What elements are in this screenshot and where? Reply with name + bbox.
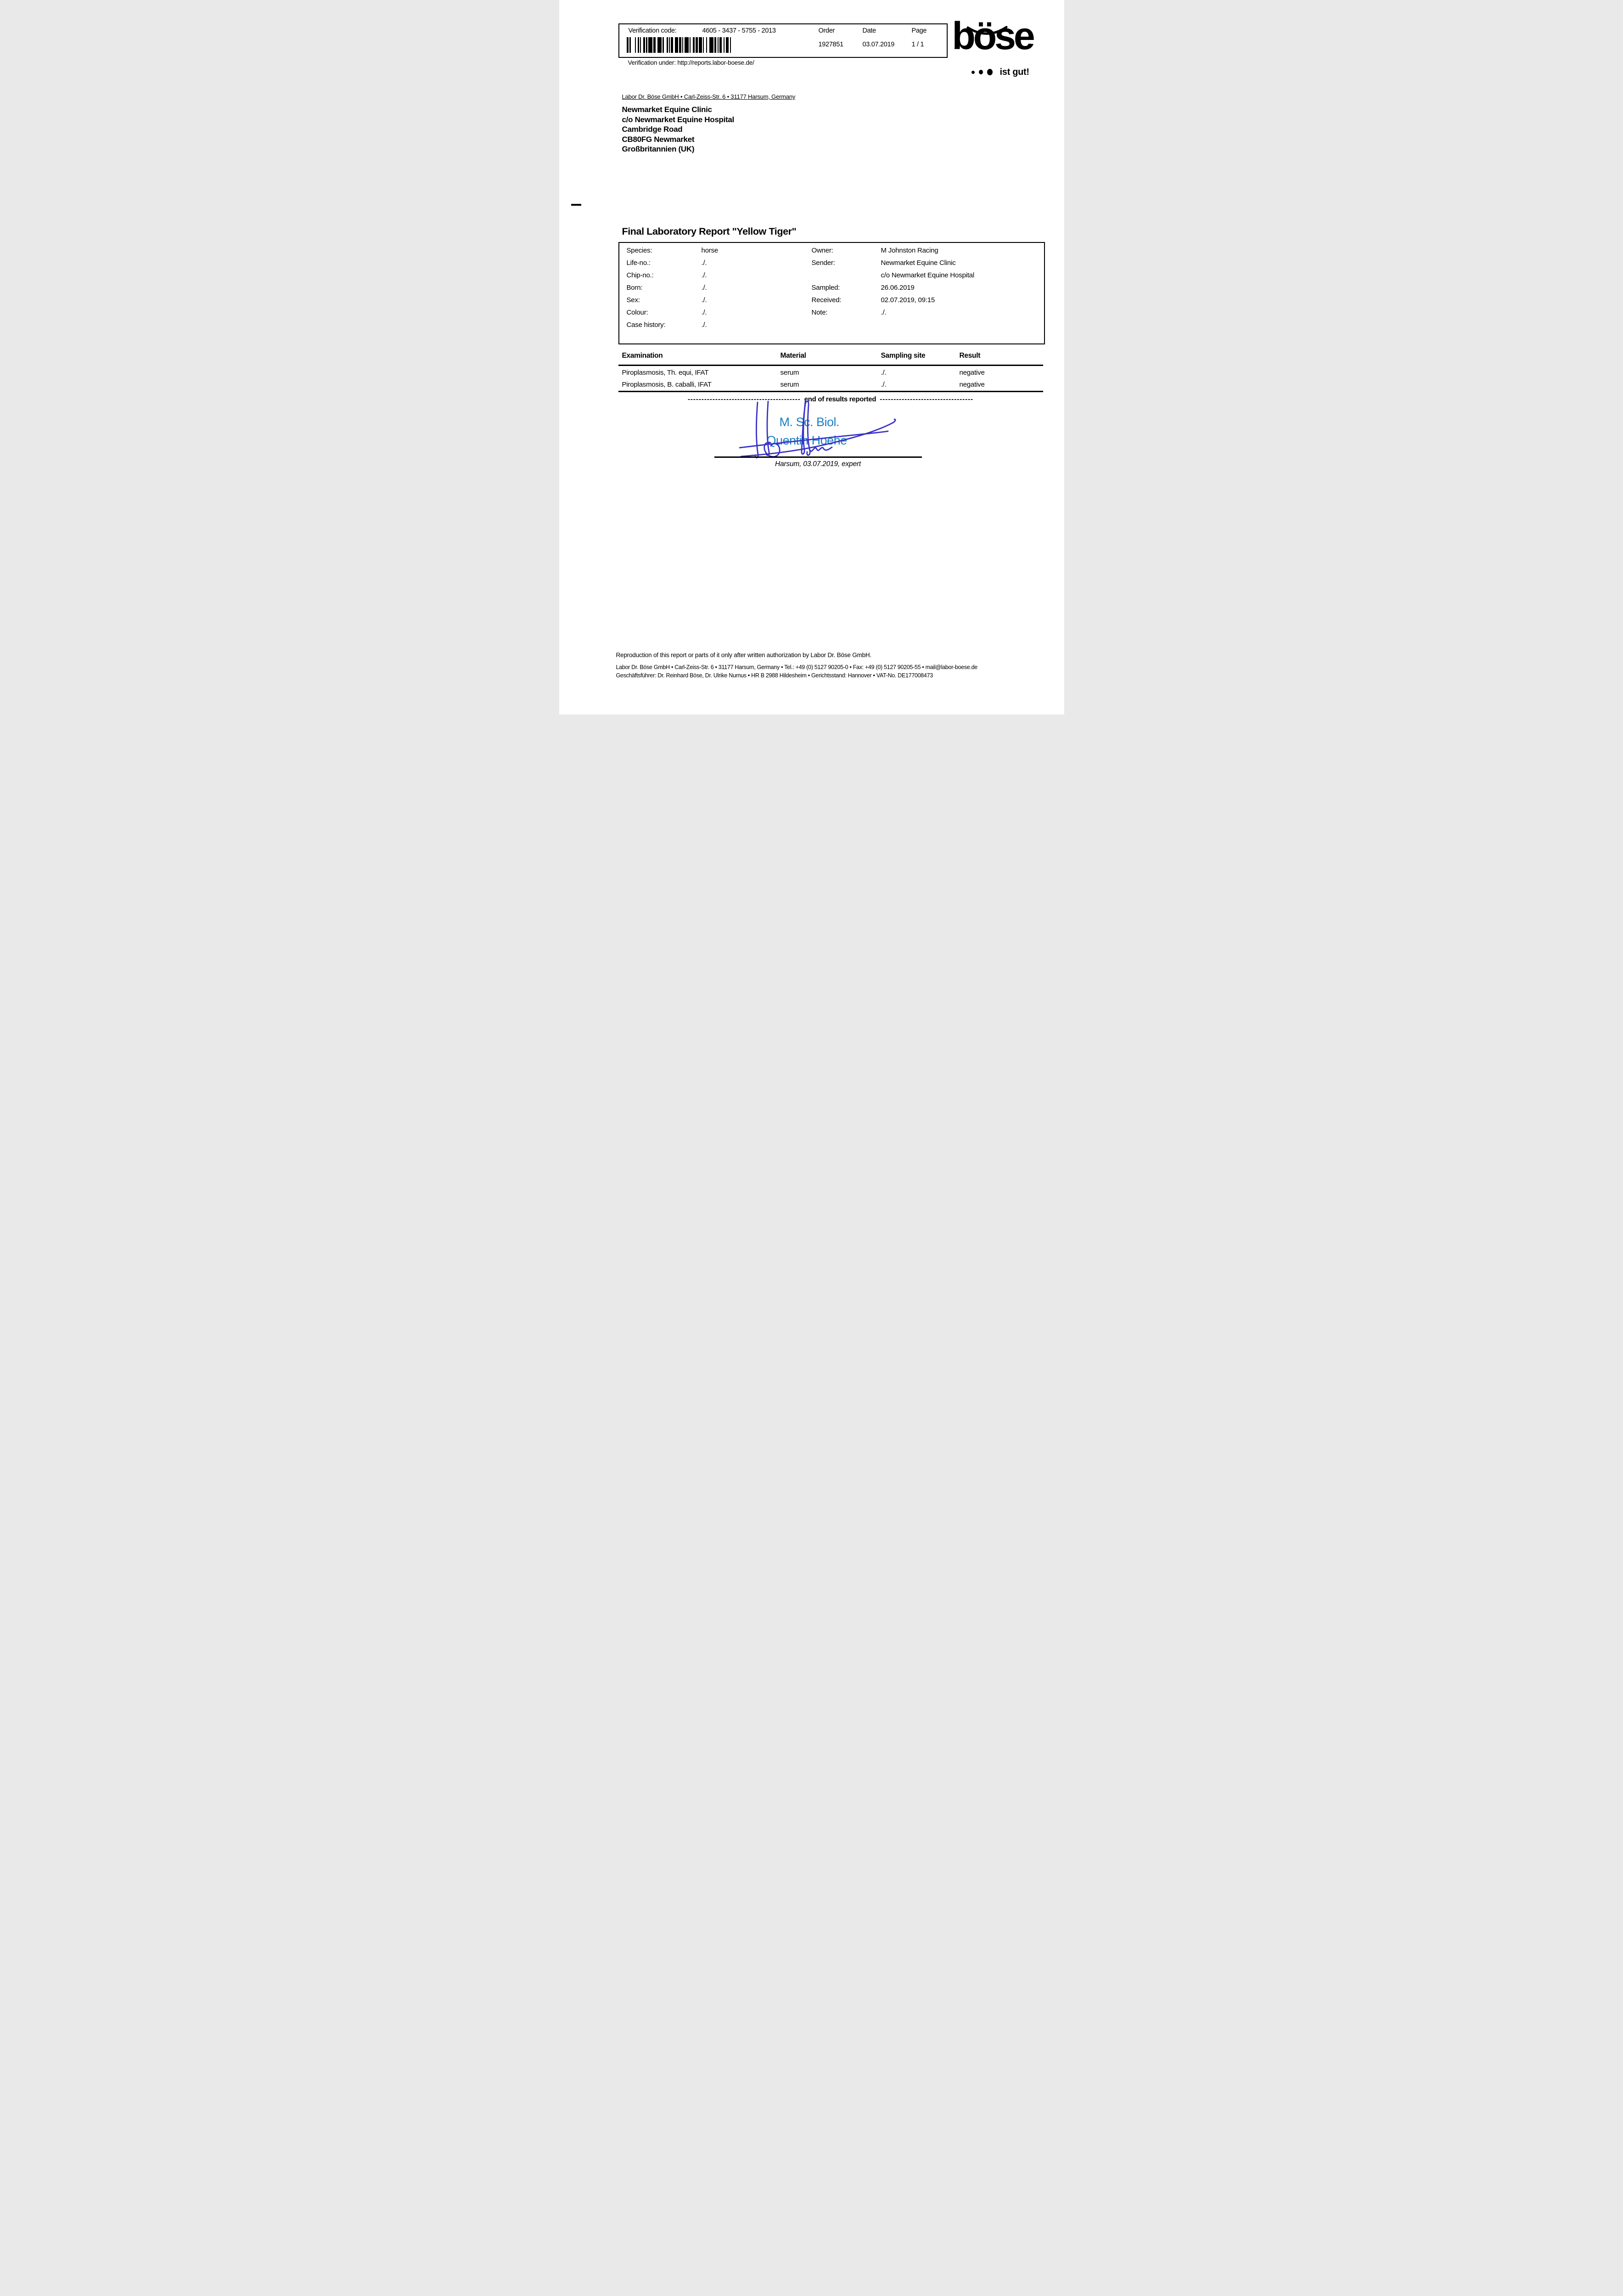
table-rule-bottom [618,391,1043,392]
lab-report-page: Verification code: 4605 - 3437 - 5755 - … [559,0,1064,715]
signature-line [714,456,922,458]
table-rule-top [618,365,1043,366]
end-dashes-right: ---------------------------------- [880,395,974,403]
field-value: Newmarket Equine Clinic [881,259,956,267]
column-header-examination: Examination [622,352,663,360]
end-of-results-label: end of results reported [804,395,876,403]
address-line: c/o Newmarket Equine Hospital [622,115,735,124]
field-value: 02.07.2019, 09:15 [881,296,935,304]
field-value: M Johnston Racing [881,247,938,254]
field-label: Note: [811,309,828,316]
order-value: 1927851 [818,41,844,48]
logo-tagline: ist gut! [971,66,1030,78]
field-value: 26.06.2019 [881,284,915,292]
verification-code-label: Verification code: [628,27,677,34]
field-label: Sex: [626,296,640,304]
logo-dot-icon [987,69,993,75]
material-cell: serum [780,381,799,388]
recipient-address: Newmarket Equine Clinic c/o Newmarket Eq… [622,105,735,154]
footer-reproduction-note: Reproduction of this report or parts of … [616,652,872,658]
field-value: ./. [701,309,707,316]
table-row: Piroplasmosis, Th. equi, IFAT serum ./. … [559,369,1064,378]
result-cell: negative [959,369,985,377]
field-value: ./. [701,296,707,304]
examination-cell: Piroplasmosis, Th. equi, IFAT [622,369,709,377]
field-value: ./. [701,271,707,279]
address-line: Großbritannien (UK) [622,145,695,153]
field-value: horse [701,247,719,254]
verification-box: Verification code: 4605 - 3437 - 5755 - … [618,23,948,58]
field-value: ./. [701,321,707,329]
column-header-material: Material [780,352,806,360]
footer-contact-line: Labor Dr. Böse GmbH • Carl-Zeiss-Str. 6 … [616,664,978,670]
barcode [626,37,733,53]
table-row: Piroplasmosis, B. caballi, IFAT serum ./… [559,381,1064,390]
logo-smile-icon [966,26,1007,35]
address-line: Cambridge Road [622,125,683,134]
field-label: Born: [626,284,643,292]
field-value: ./. [701,284,707,292]
field-label: Life-no.: [626,259,651,267]
date-value: 03.07.2019 [862,41,895,48]
order-label: Order [818,27,835,34]
signer-degree: M. Sc. Biol. [779,415,840,429]
logo-dot-icon [971,70,975,74]
column-header-result: Result [959,352,981,360]
end-of-results-line: ----------------------------------------… [618,395,1043,403]
handwritten-signature [739,400,896,459]
report-title: Final Laboratory Report "Yellow Tiger" [622,226,797,237]
sampling-site-cell: ./. [881,381,887,388]
patient-info-right: Owner: M Johnston Racing Sender: Newmarket… [812,247,1037,321]
address-line: CB80FG Newmarket [622,135,695,144]
field-value: ./. [701,259,707,267]
fold-mark [571,204,581,206]
results-header-row: Examination Material Sampling site Resul… [559,352,1064,361]
field-label: Sender: [811,259,835,267]
sampling-site-cell: ./. [881,369,887,377]
field-label: Sampled: [811,284,840,292]
material-cell: serum [780,369,799,377]
page-value: 1 / 1 [911,41,924,48]
signature-dateline: Harsum, 03.07.2019, expert [775,460,861,468]
logo-tagline-text: ist gut! [1000,67,1030,77]
field-label: Chip-no.: [626,271,654,279]
field-label: Colour: [626,309,648,316]
field-value: c/o Newmarket Equine Hospital [881,271,975,279]
examination-cell: Piroplasmosis, B. caballi, IFAT [622,381,712,388]
date-label: Date [862,27,876,34]
field-value: ./. [881,309,887,316]
result-cell: negative [959,381,985,388]
field-label: Owner: [811,247,833,254]
address-line: Newmarket Equine Clinic [622,105,713,114]
footer-legal-line: Geschäftsführer: Dr. Reinhard Böse, Dr. … [616,672,933,679]
sender-return-line: Labor Dr. Böse GmbH • Carl-Zeiss-Str. 6 … [622,93,796,100]
column-header-sampling-site: Sampling site [881,352,926,360]
boese-logo: böse [952,14,1035,57]
page-label: Page [911,27,927,34]
patient-info-box: Species: horse Life-no.: ./. Chip-no.: ./. … [618,242,1045,344]
end-dashes-left: ----------------------------------------… [687,395,801,403]
verification-url-line: Verification under: http://reports.labor… [628,59,754,66]
patient-info-left: Species: horse Life-no.: ./. Chip-no.: ./. … [627,247,809,333]
verification-code-value: 4605 - 3437 - 5755 - 2013 [702,27,776,34]
field-label: Species: [626,247,652,254]
field-label: Case history: [626,321,666,329]
logo-dot-icon [978,70,983,74]
field-label: Received: [811,296,842,304]
